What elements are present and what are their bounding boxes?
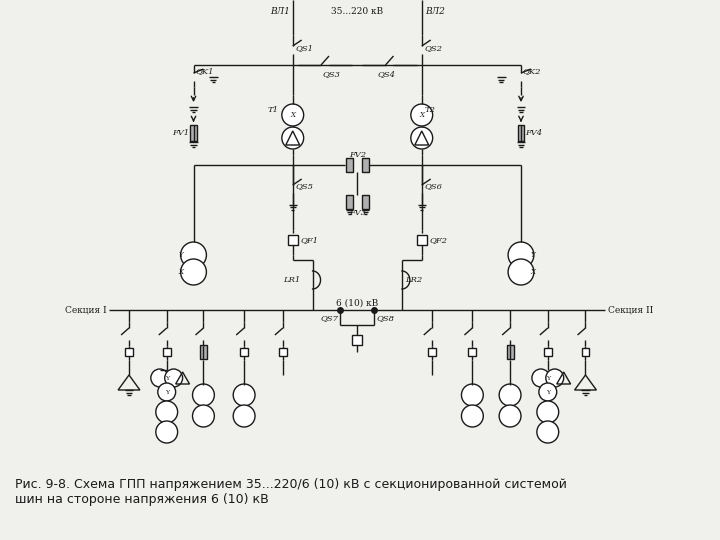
Text: QS3: QS3 <box>323 70 341 78</box>
Circle shape <box>411 104 433 126</box>
Circle shape <box>537 401 559 423</box>
Text: Рис. 9-8. Схема ГПП напряжением 35...220/6 (10) кВ с секционированной системой
ш: Рис. 9-8. Схема ГПП напряжением 35...220… <box>15 478 567 506</box>
Bar <box>361 195 369 209</box>
Text: X: X <box>179 268 184 276</box>
Text: QS5: QS5 <box>296 182 314 190</box>
Circle shape <box>156 421 178 443</box>
Text: Y: Y <box>165 389 168 395</box>
Circle shape <box>462 384 483 406</box>
Circle shape <box>499 405 521 427</box>
Bar <box>582 348 590 356</box>
Bar <box>544 348 552 356</box>
Text: QK2: QK2 <box>523 67 541 75</box>
Text: Секция II: Секция II <box>608 306 654 314</box>
Circle shape <box>539 383 557 401</box>
Text: QF1: QF1 <box>301 236 319 244</box>
Text: Y: Y <box>531 251 536 259</box>
Circle shape <box>508 259 534 285</box>
Bar <box>352 335 362 345</box>
Text: X: X <box>531 268 536 276</box>
Text: LR1: LR1 <box>284 276 301 284</box>
Circle shape <box>546 369 564 387</box>
Circle shape <box>282 127 304 149</box>
Circle shape <box>158 383 176 401</box>
Text: Y: Y <box>165 375 168 381</box>
Text: Y: Y <box>546 375 550 381</box>
Text: Секция I: Секция I <box>65 306 106 314</box>
Bar <box>428 348 436 356</box>
Text: ВЛ2: ВЛ2 <box>425 8 445 17</box>
Circle shape <box>462 405 483 427</box>
Text: QK1: QK1 <box>196 67 214 75</box>
Text: QF2: QF2 <box>430 236 448 244</box>
Text: QS7: QS7 <box>320 314 338 322</box>
Bar <box>125 348 133 356</box>
Bar <box>346 158 353 172</box>
Text: T2: T2 <box>425 106 436 114</box>
Circle shape <box>499 384 521 406</box>
Circle shape <box>532 369 550 387</box>
Text: X: X <box>419 111 424 119</box>
Text: Y: Y <box>546 389 550 395</box>
Bar <box>279 348 287 356</box>
Text: QS1: QS1 <box>296 44 314 52</box>
Bar <box>190 125 197 141</box>
Text: ВЛ1: ВЛ1 <box>270 8 289 17</box>
Circle shape <box>181 242 207 268</box>
Bar <box>163 348 171 356</box>
Circle shape <box>192 384 215 406</box>
Text: 6 (10) кВ: 6 (10) кВ <box>336 299 379 307</box>
Text: QS4: QS4 <box>377 70 395 78</box>
Bar <box>288 235 297 245</box>
Bar <box>507 345 513 359</box>
Text: FV1: FV1 <box>172 129 189 137</box>
Text: Y: Y <box>179 251 184 259</box>
Circle shape <box>282 104 304 126</box>
Text: FV4: FV4 <box>525 129 542 137</box>
Text: QS2: QS2 <box>425 44 443 52</box>
Text: FV2: FV2 <box>348 151 366 159</box>
Text: X: X <box>290 111 295 119</box>
Text: QS6: QS6 <box>425 182 443 190</box>
Bar <box>240 348 248 356</box>
Bar <box>518 125 524 141</box>
Bar <box>346 195 353 209</box>
Circle shape <box>181 259 207 285</box>
Circle shape <box>192 405 215 427</box>
Bar <box>200 345 207 359</box>
Bar <box>469 348 477 356</box>
Circle shape <box>165 369 183 387</box>
Circle shape <box>233 405 255 427</box>
Text: LR2: LR2 <box>405 276 422 284</box>
Text: FV3: FV3 <box>348 209 366 217</box>
Circle shape <box>156 401 178 423</box>
Text: QS8: QS8 <box>376 314 394 322</box>
Circle shape <box>537 421 559 443</box>
Circle shape <box>150 369 168 387</box>
Text: T1: T1 <box>268 106 279 114</box>
Circle shape <box>508 242 534 268</box>
Text: 35...220 кВ: 35...220 кВ <box>331 8 383 17</box>
Bar <box>361 158 369 172</box>
Bar <box>417 235 427 245</box>
Circle shape <box>411 127 433 149</box>
Circle shape <box>233 384 255 406</box>
